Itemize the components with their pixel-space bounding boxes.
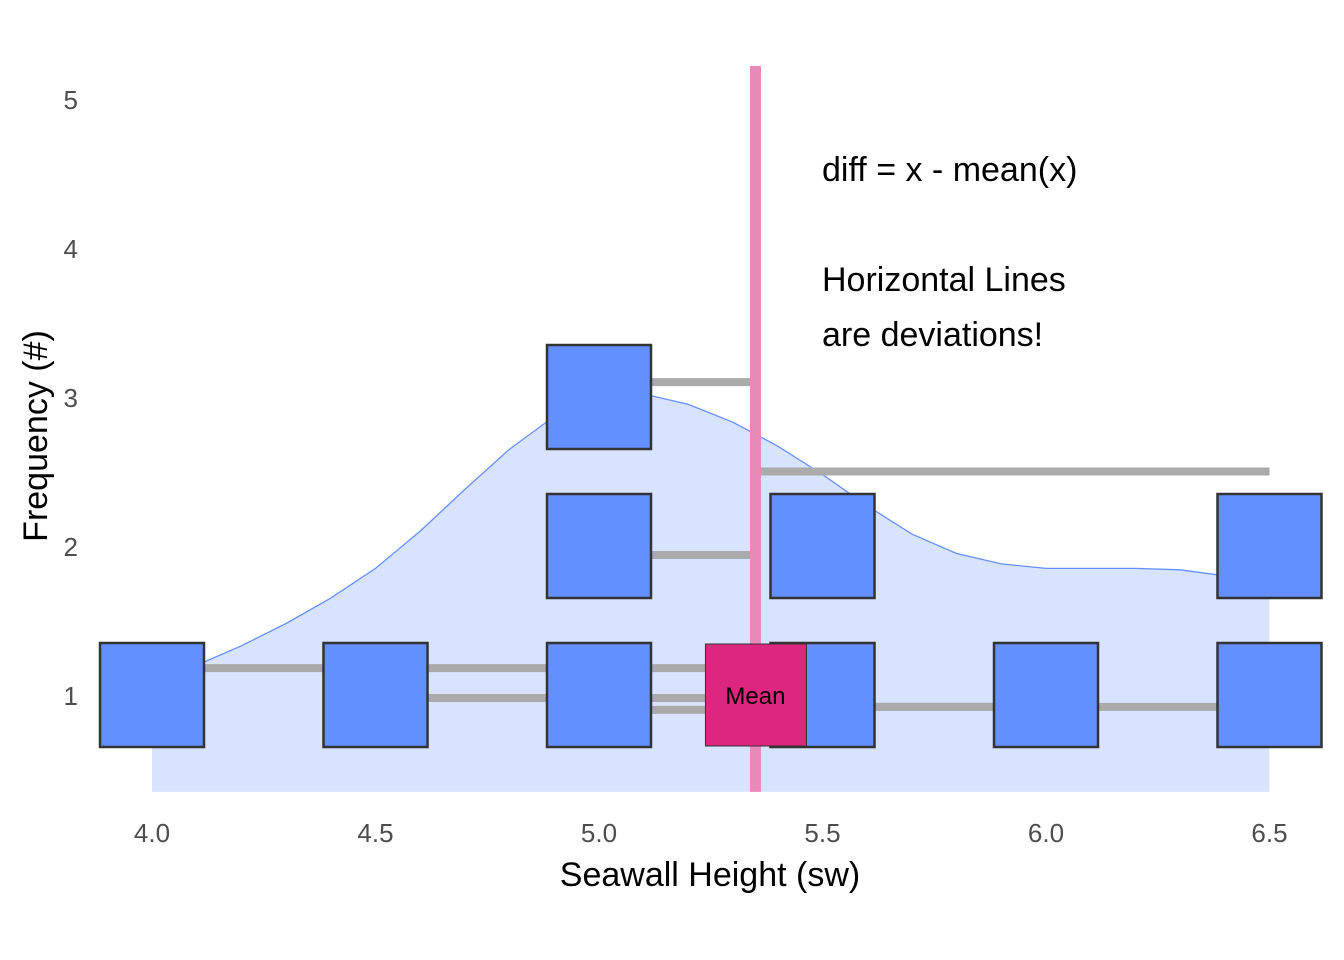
x-tick-label: 6.5: [1251, 818, 1287, 848]
mean-marker-label: Mean: [725, 683, 785, 710]
annotation-line-3: Horizontal Lines: [822, 261, 1066, 299]
x-tick-label: 6.0: [1028, 818, 1064, 848]
mean-marker: [704, 643, 807, 747]
data-point-9: [1216, 641, 1323, 749]
x-tick-label: 5.5: [804, 818, 840, 848]
data-point-2: [322, 641, 429, 749]
annotation-line-4: are deviations!: [822, 316, 1043, 354]
data-point-7: [769, 492, 876, 600]
density-line: [151, 393, 1270, 678]
data-point-3: [545, 641, 653, 749]
y-tick-label: 5: [64, 85, 78, 115]
data-point-4: [545, 492, 653, 600]
x-axis-title: Seawall Height (sw): [560, 856, 860, 894]
x-axis-ticks: 4.0 4.5 5.0 5.5 6.0 6.5: [134, 818, 1288, 848]
density-area: [152, 394, 1270, 792]
y-tick-label: 4: [64, 234, 78, 264]
annotation-text: diff = x - mean(x) Horizontal Lines are de…: [822, 151, 1077, 354]
y-axis-ticks: 1 2 3 4 5: [64, 85, 78, 711]
points-layer: [98, 343, 1323, 749]
x-tick-label: 5.0: [581, 818, 617, 848]
density-curve-layer: [151, 393, 1270, 792]
x-tick-label: 4.0: [134, 818, 170, 848]
data-point-5: [545, 343, 653, 451]
y-tick-label: 1: [64, 681, 78, 711]
x-tick-label: 4.5: [357, 818, 393, 848]
data-point-8: [992, 641, 1100, 749]
y-tick-label: 2: [64, 532, 78, 562]
y-tick-label: 3: [64, 383, 78, 413]
data-point-10: [1216, 492, 1323, 600]
mean-marker-layer: Mean: [704, 643, 807, 747]
annotation-line-1: diff = x - mean(x): [822, 151, 1077, 189]
data-point-1: [98, 641, 206, 749]
y-axis-title: Frequency (#): [17, 330, 55, 542]
